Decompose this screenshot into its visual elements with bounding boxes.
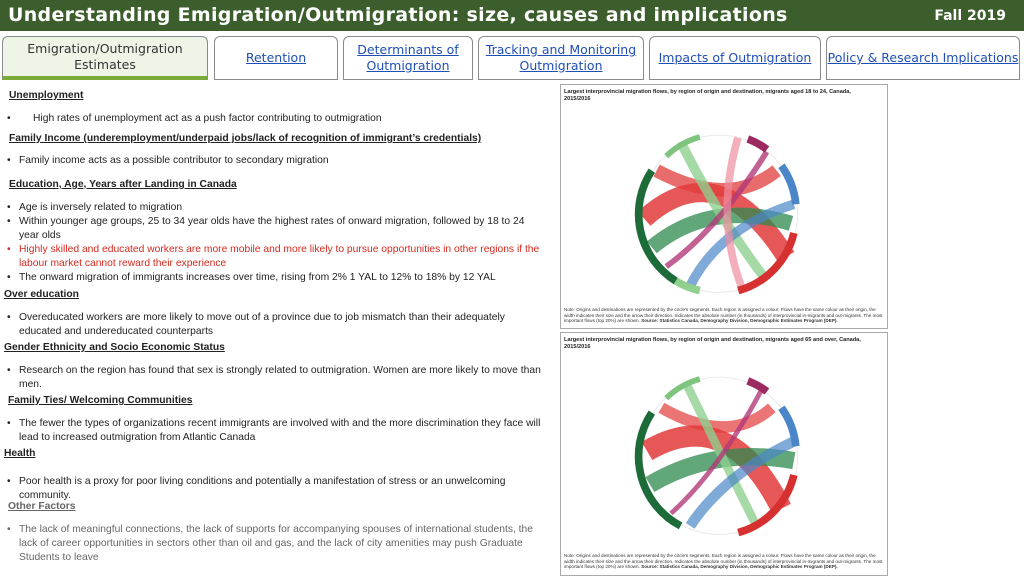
heading-health: Health: [4, 448, 36, 459]
heading-gender-ethnicity: Gender Ethnicity and Socio Economic Stat…: [4, 342, 225, 353]
list-item-highlight: • Highly skilled and educated workers are…: [7, 244, 540, 269]
tab-retention[interactable]: Retention: [214, 36, 338, 80]
heading-unemployment: Unemployment: [9, 90, 84, 101]
heading-education-age: Education, Age, Years after Landing in C…: [9, 179, 237, 190]
figure-note: Note: Origins and destinations are repre…: [564, 307, 883, 324]
heading-family-ties: Family Ties/ Welcoming Communities: [8, 395, 193, 406]
term-label: Fall 2019: [934, 8, 1006, 24]
heading-family-income: Family Income (underemployment/underpaid…: [9, 133, 482, 144]
list-item: • Overeducated workers are more likely to…: [7, 312, 505, 337]
tab-label: Determinants of Outmigration: [357, 42, 459, 73]
tab-label: Policy & Research Implications: [827, 50, 1019, 65]
list-item: • Poor health is a proxy for poor living …: [7, 476, 506, 501]
chord-diagram: [634, 376, 800, 537]
figure-title: Largest interprovincial migration flows,…: [564, 337, 861, 350]
page-title: Understanding Emigration/Outmigration: s…: [8, 4, 788, 26]
list-item: • Family income acts as a possible contri…: [7, 155, 329, 166]
tab-policy-research[interactable]: Policy & Research Implications: [826, 36, 1020, 80]
tab-label: Emigration/Outmigration Estimates: [27, 40, 183, 72]
chord-figure-18-24: Largest interprovincial migration flows,…: [560, 84, 888, 329]
list-item: • The onward migration of immigrants incr…: [7, 272, 496, 283]
heading-other-factors: Other Factors: [8, 501, 76, 512]
list-item: • Within younger age groups, 25 to 34 yea…: [7, 216, 525, 241]
tab-tracking[interactable]: Tracking and Monitoring Outmigration: [478, 36, 644, 80]
figure-title: Largest interprovincial migration flows,…: [564, 89, 851, 102]
list-item: • Age is inversely related to migration: [7, 202, 183, 213]
tab-label: Retention: [245, 50, 307, 65]
tab-label: Tracking and Monitoring Outmigration: [485, 42, 637, 73]
chord-diagram: [634, 134, 800, 295]
figure-note: Note: Origins and destinations are repre…: [564, 553, 883, 570]
list-item: • Research on the region has found that s…: [7, 365, 541, 390]
tab-label: Impacts of Outmigration: [658, 50, 812, 65]
list-item: • High rates of unemployment act as a pus…: [7, 113, 382, 124]
tab-determinants[interactable]: Determinants of Outmigration: [343, 36, 473, 80]
heading-over-education: Over education: [4, 289, 79, 300]
tab-emigration-estimates[interactable]: Emigration/Outmigration Estimates: [2, 36, 208, 80]
tab-impacts[interactable]: Impacts of Outmigration: [649, 36, 821, 80]
chord-figure-65-plus: Largest interprovincial migration flows,…: [560, 332, 888, 576]
list-item: • The fewer the types of organizations re…: [7, 418, 541, 443]
list-item: • The lack of meaningful connections, the…: [7, 524, 533, 563]
header-bar: Understanding Emigration/Outmigration: s…: [0, 0, 1024, 31]
